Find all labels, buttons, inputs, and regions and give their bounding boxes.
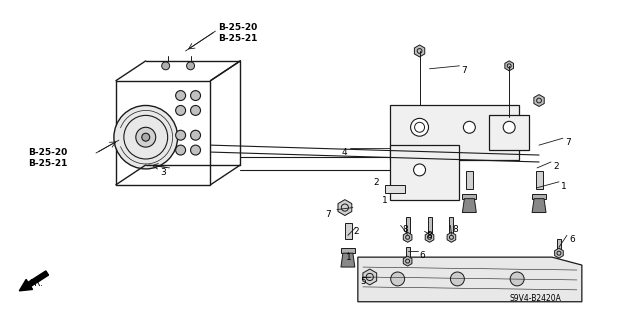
Bar: [489, 115, 529, 150]
Text: 7: 7: [565, 138, 571, 147]
Circle shape: [162, 62, 170, 70]
Bar: [390, 145, 460, 200]
Polygon shape: [462, 199, 476, 212]
Bar: [536, 171, 543, 189]
Polygon shape: [338, 200, 352, 216]
Text: 2: 2: [553, 162, 559, 171]
Circle shape: [463, 121, 476, 133]
Circle shape: [175, 91, 186, 100]
Text: 1: 1: [346, 253, 351, 262]
Text: 2: 2: [354, 227, 360, 236]
Bar: [345, 223, 352, 239]
Polygon shape: [532, 199, 546, 212]
Circle shape: [451, 272, 465, 286]
Polygon shape: [447, 232, 456, 242]
Bar: [341, 248, 355, 253]
Text: 1: 1: [381, 196, 387, 205]
Text: 8: 8: [426, 231, 432, 241]
Bar: [428, 218, 431, 237]
Text: 6: 6: [420, 251, 426, 260]
Bar: [557, 239, 561, 253]
Text: 8: 8: [452, 226, 458, 234]
Text: B-25-21: B-25-21: [218, 34, 258, 43]
Bar: [406, 247, 410, 261]
Circle shape: [191, 145, 200, 155]
Circle shape: [191, 106, 200, 115]
Text: 1: 1: [561, 182, 566, 191]
Bar: [532, 194, 546, 199]
Circle shape: [175, 130, 186, 140]
Circle shape: [413, 164, 426, 176]
Text: B-25-21: B-25-21: [28, 159, 68, 168]
Text: B-25-20: B-25-20: [218, 23, 258, 32]
Text: FR.: FR.: [29, 279, 43, 288]
Polygon shape: [341, 253, 355, 267]
Circle shape: [175, 145, 186, 155]
Circle shape: [411, 118, 429, 136]
Text: 2: 2: [374, 178, 380, 187]
Text: 4: 4: [342, 148, 348, 157]
Text: 7: 7: [461, 66, 467, 75]
Polygon shape: [425, 232, 434, 242]
Circle shape: [142, 133, 150, 141]
Text: 8: 8: [403, 226, 408, 234]
Polygon shape: [358, 257, 582, 302]
Bar: [462, 194, 476, 199]
Circle shape: [503, 121, 515, 133]
Polygon shape: [555, 248, 563, 258]
Circle shape: [136, 127, 156, 147]
Bar: [390, 106, 519, 160]
Polygon shape: [534, 94, 544, 107]
Circle shape: [191, 130, 200, 140]
Circle shape: [187, 62, 195, 70]
Bar: [385, 185, 404, 193]
Circle shape: [510, 272, 524, 286]
Text: 6: 6: [569, 235, 575, 244]
Polygon shape: [403, 256, 412, 266]
Text: S9V4-B2420A: S9V4-B2420A: [509, 294, 561, 303]
Bar: [449, 218, 453, 237]
Circle shape: [114, 106, 178, 169]
Text: 3: 3: [161, 168, 166, 177]
Text: 5: 5: [360, 277, 365, 286]
Bar: [406, 218, 410, 237]
Polygon shape: [414, 45, 425, 57]
Circle shape: [175, 106, 186, 115]
Text: 7: 7: [325, 210, 331, 219]
Polygon shape: [403, 232, 412, 242]
Circle shape: [191, 91, 200, 100]
Bar: [116, 81, 211, 185]
Polygon shape: [505, 61, 513, 71]
Text: B-25-20: B-25-20: [28, 148, 68, 157]
Bar: [467, 171, 474, 189]
Polygon shape: [363, 269, 377, 285]
FancyArrow shape: [19, 271, 49, 291]
Circle shape: [390, 272, 404, 286]
